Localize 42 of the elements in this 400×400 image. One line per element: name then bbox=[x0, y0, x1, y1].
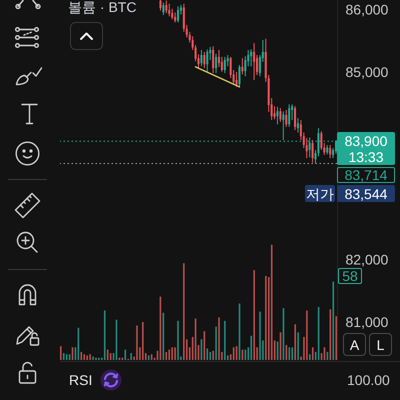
text: 100.00 bbox=[347, 372, 390, 388]
candlestick bbox=[288, 104, 290, 128]
candlestick bbox=[285, 110, 288, 128]
text: A bbox=[350, 336, 360, 352]
candlestick bbox=[238, 64, 240, 88]
candlestick bbox=[212, 46, 214, 74]
candlestick bbox=[165, 0, 168, 14]
candlestick bbox=[253, 42, 256, 80]
candlestick bbox=[279, 108, 282, 122]
candlestick bbox=[203, 51, 206, 69]
candlestick bbox=[224, 56, 226, 74]
candlestick bbox=[215, 53, 218, 74]
candlestick bbox=[250, 48, 252, 67]
candlestick bbox=[177, 6, 180, 23]
y-tick-label: 85,000 bbox=[346, 64, 389, 80]
candlestick bbox=[312, 140, 314, 163]
text: 58 bbox=[342, 268, 358, 284]
candlestick bbox=[162, 2, 164, 16]
text: 13:33 bbox=[348, 148, 384, 164]
candlestick bbox=[200, 50, 202, 67]
y-tick-label: 81,000 bbox=[346, 314, 389, 330]
candlestick bbox=[296, 118, 299, 133]
text: L bbox=[376, 336, 384, 352]
text: 83,714 bbox=[344, 167, 388, 183]
candlestick bbox=[159, 0, 162, 12]
candlestick bbox=[329, 144, 332, 159]
candlestick bbox=[294, 106, 296, 130]
text: RSI bbox=[69, 372, 92, 388]
text: 83,900 bbox=[344, 132, 388, 148]
candlestick bbox=[241, 58, 244, 75]
candlestick bbox=[171, 8, 174, 20]
candlestick bbox=[236, 71, 238, 88]
text: 83,544 bbox=[344, 186, 388, 202]
candlestick bbox=[276, 106, 278, 125]
y-tick-label: 82,000 bbox=[346, 252, 389, 268]
candlestick bbox=[206, 48, 208, 72]
ref-line-label: 저가 bbox=[306, 186, 334, 202]
y-tick-label: 86,000 bbox=[346, 2, 389, 18]
chart-title: 볼륨 · BTC bbox=[68, 0, 136, 15]
candlestick bbox=[174, 12, 176, 23]
candlestick bbox=[168, 3, 170, 17]
candlestick bbox=[326, 144, 328, 155]
